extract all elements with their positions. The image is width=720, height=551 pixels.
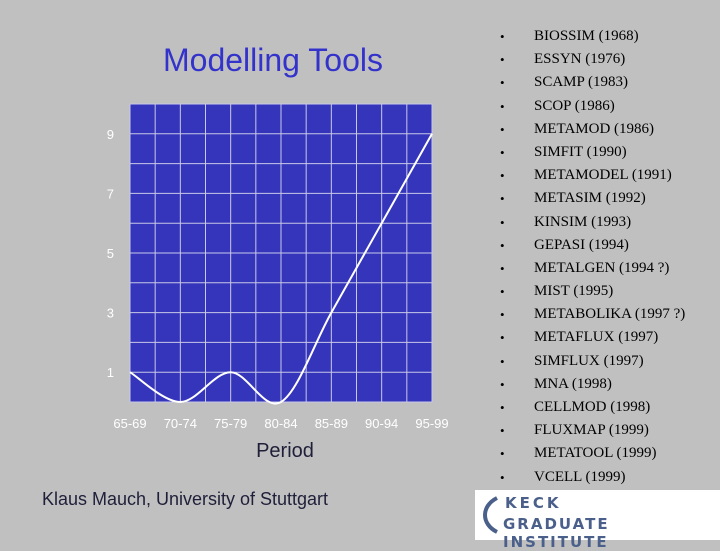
tool-name: SCOP (1986)	[534, 97, 615, 114]
tool-name: METATOOL (1999)	[534, 445, 657, 462]
bullet-icon: •	[500, 284, 505, 300]
x-tick-label: 65-69	[113, 416, 146, 431]
x-tick-label: 90-94	[365, 416, 398, 431]
tool-list-item: • VCELL (1999)	[500, 466, 685, 489]
tool-list-item: • CELLMOD (1998)	[500, 396, 685, 419]
bullet-icon: •	[500, 168, 505, 184]
tool-list-item: • SCAMP (1983)	[500, 71, 685, 94]
tool-name: SCAMP (1983)	[534, 74, 629, 91]
bullet-icon: •	[500, 98, 505, 114]
x-tick-label: 85-89	[315, 416, 348, 431]
logo-swoosh-icon	[483, 496, 499, 534]
tool-name: KINSIM (1993)	[534, 213, 632, 230]
bullet-icon: •	[500, 144, 505, 160]
x-axis-label: Period	[256, 440, 314, 462]
bullet-icon: •	[500, 214, 505, 230]
logo-text-institute: GRADUATE INSTITUTE	[503, 515, 610, 551]
bullet-icon: •	[500, 423, 505, 439]
tool-list-item: • BIOSSIM (1968)	[500, 25, 685, 48]
bullet-icon: •	[500, 353, 505, 369]
tool-list-item: • SIMFLUX (1997)	[500, 350, 685, 373]
tool-name: CELLMOD (1998)	[534, 399, 651, 415]
bullet-icon: •	[500, 121, 505, 137]
bullet-icon: •	[500, 191, 505, 207]
y-tick-labels: 1 3 5 7 9	[107, 127, 114, 380]
tool-list-item: • METAFLUX (1997)	[500, 326, 685, 349]
tool-list-item: • FLUXMAP (1999)	[500, 419, 685, 442]
tool-list-item: • METAMOD (1986)	[500, 118, 685, 141]
tool-list-item: • METASIM (1992)	[500, 187, 685, 210]
tool-name: GEPASI (1994)	[534, 236, 629, 253]
keck-logo: KECK GRADUATE INSTITUTE	[475, 490, 720, 551]
tool-name: METALGEN (1994 ?)	[534, 259, 670, 276]
tool-name: MNA (1998)	[534, 375, 612, 392]
tool-list-item: • METALGEN (1994 ?)	[500, 257, 685, 280]
logo-text-keck: KECK	[505, 494, 562, 512]
bullet-icon: •	[500, 237, 505, 253]
y-tick-label: 3	[107, 306, 114, 321]
y-tick-label: 7	[107, 186, 114, 201]
tool-list-item: • MNA (1998)	[500, 373, 685, 396]
bullet-icon: •	[500, 330, 505, 346]
tool-list-item: • ESSYN (1976)	[500, 48, 685, 71]
tool-list-item: • SIMFIT (1990)	[500, 141, 685, 164]
series-line	[129, 133, 433, 405]
tool-list-item: • METAMODEL (1991)	[500, 164, 685, 187]
tool-name: FLUXMAP (1999)	[534, 422, 649, 439]
x-tick-label: 75-79	[214, 416, 247, 431]
tool-list: • BIOSSIM (1968) • ESSYN (1976) • SCAMP (1983…	[500, 25, 685, 489]
tool-list-item: • MIST (1995)	[500, 280, 685, 303]
bullet-icon: •	[500, 469, 505, 485]
x-tick-labels: 65-69 70-74 75-79 80-84 85-89 90-94 95-99	[113, 416, 448, 431]
bullet-icon: •	[500, 446, 505, 462]
y-tick-label: 5	[107, 246, 114, 261]
bullet-icon: •	[500, 260, 505, 276]
tool-name: VCELL (1999)	[534, 468, 626, 485]
author-credit: Klaus Mauch, University of Stuttgart	[41, 489, 329, 509]
bullet-icon: •	[500, 75, 505, 91]
tool-name: BIOSSIM (1968)	[534, 28, 639, 44]
x-tick-label: 95-99	[415, 416, 448, 431]
tool-name: METABOLIKA (1997 ?)	[534, 306, 686, 323]
tool-name: ESSYN (1976)	[534, 51, 626, 68]
tool-name: MIST (1995)	[534, 283, 614, 300]
bullet-icon: •	[500, 29, 505, 44]
tool-name: METASIM (1992)	[534, 190, 646, 207]
tool-name: METAFLUX (1997)	[534, 329, 659, 346]
tool-list-item: • GEPASI (1994)	[500, 234, 685, 257]
tool-list-item: • METATOOL (1999)	[500, 442, 685, 465]
grid-lines	[129, 103, 433, 403]
y-tick-label: 1	[107, 365, 114, 380]
bullet-icon: •	[500, 400, 505, 415]
tool-name: METAMOD (1986)	[534, 120, 655, 137]
x-tick-label: 70-74	[164, 416, 197, 431]
bullet-icon: •	[500, 52, 505, 68]
tool-list-item: • KINSIM (1993)	[500, 211, 685, 234]
bullet-icon: •	[500, 307, 505, 323]
tool-name: SIMFIT (1990)	[534, 143, 627, 160]
tool-name: METAMODEL (1991)	[534, 167, 672, 184]
y-tick-label: 9	[107, 127, 114, 142]
tool-list-item: • METABOLIKA (1997 ?)	[500, 303, 685, 326]
tool-list-item: • SCOP (1986)	[500, 95, 685, 118]
x-tick-label: 80-84	[264, 416, 297, 431]
page-title: Modelling Tools	[163, 42, 383, 78]
tool-name: SIMFLUX (1997)	[534, 352, 644, 369]
bullet-icon: •	[500, 376, 505, 392]
